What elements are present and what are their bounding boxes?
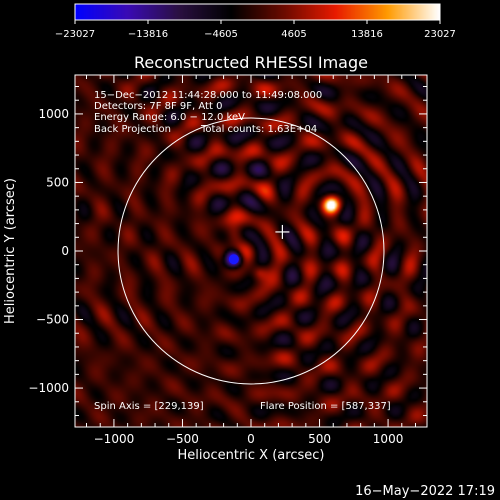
flare-position-label: Flare Position = [587,337] bbox=[260, 401, 391, 412]
axis-ticks: −1000 −500 0 500 1000 −1000 −500 0 500 1000 bbox=[28, 75, 427, 446]
chart-title: Reconstructed RHESSI Image bbox=[134, 53, 368, 72]
plot-area bbox=[75, 75, 427, 427]
colorbar-tick-label: −13816 bbox=[128, 29, 168, 40]
flare-position-crosshair bbox=[275, 224, 290, 239]
annotation-method: Back Projection bbox=[94, 124, 171, 135]
annotation-block: 15−Dec−2012 11:44:28.000 to 11:49:08.000… bbox=[94, 90, 322, 135]
y-tick-label: −500 bbox=[36, 313, 69, 327]
annotation-time-range: 15−Dec−2012 11:44:28.000 to 11:49:08.000 bbox=[94, 90, 322, 101]
colorbar-tick-label: 4605 bbox=[281, 29, 306, 40]
colorbar-ticks: −23027 −13816 −4605 4605 13816 23027 bbox=[55, 20, 456, 40]
colorbar-tick-label: 23027 bbox=[424, 29, 456, 40]
colorbar-tick-label: 13816 bbox=[351, 29, 383, 40]
heatmap-image bbox=[75, 75, 427, 427]
colorbar-gradient bbox=[75, 4, 440, 20]
negative-source-marker bbox=[228, 254, 239, 265]
colorbar-tick-label: −4605 bbox=[204, 29, 238, 40]
annotation-detectors: Detectors: 7F 8F 9F, Att 0 bbox=[94, 101, 222, 112]
solar-disk-outline bbox=[117, 117, 385, 385]
annotation-energy-range: Energy Range: 6.0 − 12.0 keV bbox=[94, 112, 245, 123]
y-axis-label: Heliocentric Y (arcsec) bbox=[3, 178, 18, 324]
colorbar-tick-label: −23027 bbox=[55, 29, 95, 40]
colorbar-frame bbox=[74, 3, 441, 21]
x-tick-label: 0 bbox=[247, 432, 255, 446]
x-tick-label: −500 bbox=[166, 432, 199, 446]
annotation-total-counts: Total counts: 1.63E+04 bbox=[200, 124, 317, 135]
x-tick-label: 500 bbox=[308, 432, 331, 446]
x-axis-label: Heliocentric X (arcsec) bbox=[178, 448, 325, 463]
y-tick-label: 1000 bbox=[38, 107, 69, 121]
spin-axis-label: Spin Axis = [229,139] bbox=[94, 401, 204, 412]
y-tick-label: 0 bbox=[61, 244, 69, 258]
colorbar: −23027 −13816 −4605 4605 13816 23027 bbox=[55, 3, 456, 40]
x-tick-label: −1000 bbox=[94, 432, 135, 446]
footer-timestamp: 16−May−2022 17:19 bbox=[355, 484, 495, 499]
y-tick-label: 500 bbox=[46, 175, 69, 189]
y-tick-label: −1000 bbox=[28, 381, 69, 395]
x-tick-label: 1000 bbox=[373, 432, 404, 446]
